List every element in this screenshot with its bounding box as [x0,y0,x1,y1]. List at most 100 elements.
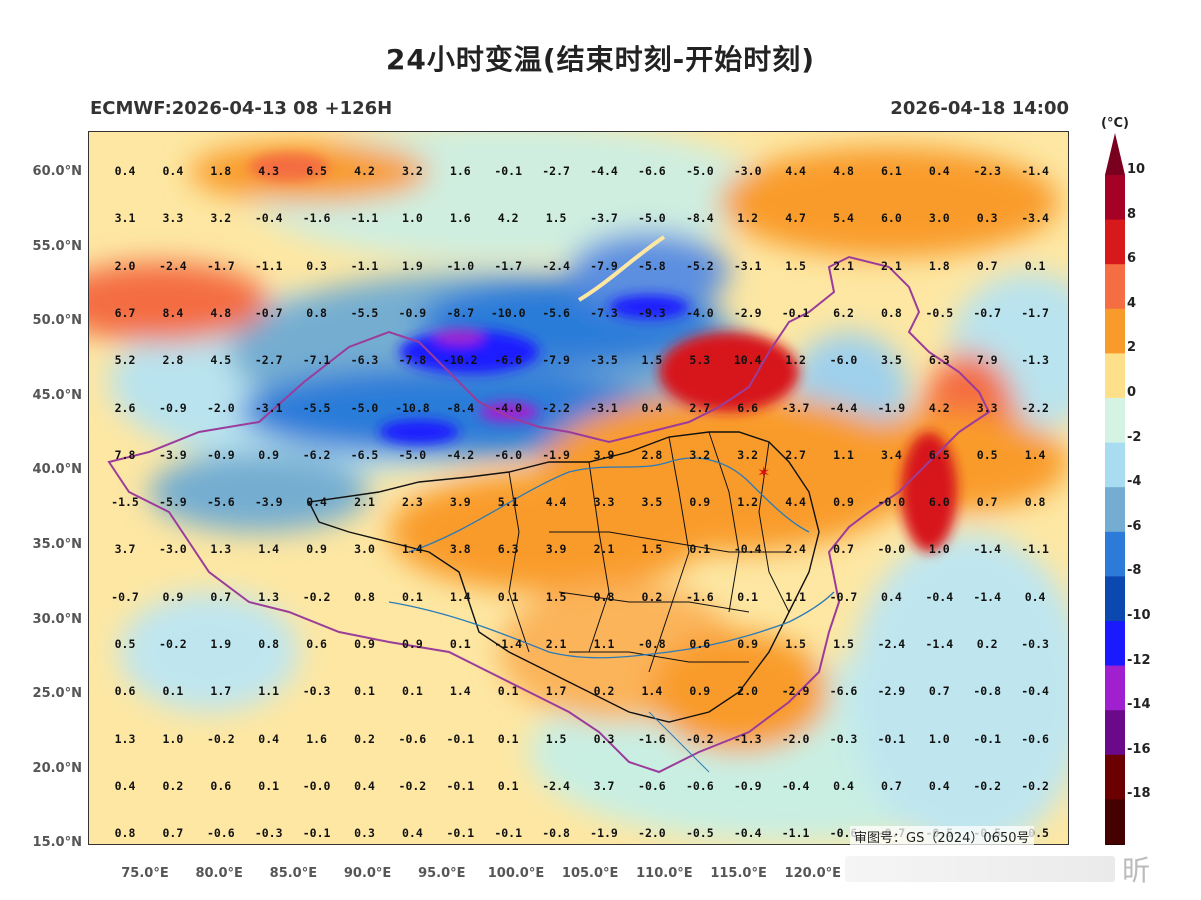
colorbar-top-arrow [1105,133,1125,175]
temp-value: 1.1 [258,684,280,699]
temp-value: 3.5 [641,495,663,510]
temp-value: 2.1 [354,495,375,510]
temp-value: 0.2 [593,684,615,699]
temp-value: -3.4 [1021,211,1049,226]
temp-value: 2.7 [785,447,806,462]
temp-value: -0.7 [973,305,1002,320]
temp-value: 0.6 [114,684,136,699]
temp-value: 1.4 [449,684,471,699]
temp-value: 0.7 [833,542,854,557]
temp-value: 0.9 [402,637,423,651]
colorbar-segment [1105,398,1125,444]
temp-value: 3.7 [593,778,615,793]
temp-value: -1.5 [111,495,139,510]
temp-value: 1.4 [402,542,423,557]
temp-value: -0.3 [254,826,283,841]
temp-value: -3.7 [590,211,618,226]
latitude-label: 50.0°N [32,313,82,329]
temp-value: 1.1 [833,447,854,462]
temp-value: -0.3 [829,731,858,746]
temp-value: 6.5 [306,164,327,178]
temp-value: 1.2 [737,211,759,226]
longitude-label: 75.0°E [121,866,169,881]
temp-value: 3.9 [545,542,567,557]
temp-value: 1.2 [785,353,806,368]
temp-value: -0.7 [254,305,283,320]
temp-value: -6.6 [638,164,666,178]
colorbar-label: 4 [1127,295,1137,311]
temp-value: -4.2 [446,447,475,462]
temp-value: 0.3 [354,826,375,841]
temp-value: 3.1 [114,211,136,226]
temp-value: -7.9 [542,353,570,368]
temp-value: -1.7 [206,258,235,273]
temp-value: -0.1 [446,731,475,746]
temp-value: 3.2 [689,447,711,462]
latitude-label: 20.0°N [32,760,82,776]
temp-value: -0.4 [1021,684,1049,699]
temp-value: 0.1 [497,684,519,699]
temp-value: -5.0 [398,447,427,462]
temp-value: 0.4 [1024,589,1046,604]
temp-value: -0.7 [111,589,139,604]
temp-value: 4.2 [354,164,375,178]
colorbar-label: -14 [1127,697,1151,713]
temp-value: -3.1 [254,400,283,415]
temp-value: 2.0 [737,684,759,699]
temp-value: -0.1 [781,305,810,320]
temp-value: 5.4 [833,211,854,226]
temp-value: 0.7 [928,684,950,699]
temp-value: 3.7 [114,542,136,557]
temp-value: 0.1 [737,589,759,604]
temp-value: 0.4 [162,164,184,178]
temp-value: 4.8 [210,305,232,320]
temp-value: 5.1 [497,495,519,510]
temp-value: -6.3 [350,353,379,368]
temp-value: -0.8 [973,684,1002,699]
temp-value: 1.3 [258,589,280,604]
temp-value: 1.7 [545,684,567,699]
temp-value: 3.4 [881,447,902,462]
temp-value: -0.9 [206,447,235,462]
latitude-label: 45.0°N [32,387,82,403]
longitude-label: 115.0°E [710,866,767,881]
temp-value: 0.1 [689,542,711,557]
temp-value: -1.1 [350,258,379,273]
temp-value: -4.4 [829,400,858,415]
colorbar-unit: (°C) [1101,116,1129,131]
colorbar-label: 2 [1127,340,1137,356]
temp-value: 1.5 [785,258,806,273]
temp-value: -1.4 [973,542,1002,557]
temp-value: -6.6 [494,353,523,368]
temp-value: 0.6 [689,637,711,651]
temp-value: 0.9 [354,637,375,651]
temp-value: -0.4 [925,589,954,604]
colorbar-segment [1105,353,1125,399]
temp-value: 1.4 [449,589,471,604]
temp-value: -0.2 [973,778,1002,793]
temp-value: -0.1 [446,778,475,793]
temp-value: -2.9 [781,684,810,699]
temp-value: -0.9 [733,778,762,793]
temp-value: -1.1 [254,258,283,273]
temp-value: 1.5 [833,637,854,651]
temp-value: -7.9 [590,258,618,273]
temp-value: 3.3 [593,495,615,510]
longitude-label: 85.0°E [269,866,318,881]
temp-value: -5.6 [542,305,570,320]
temp-value: 0.4 [881,589,902,604]
colorbar-label: -8 [1127,563,1142,579]
temp-value: -1.6 [638,731,666,746]
colorbar-label: -4 [1127,474,1142,490]
temp-value: -0.6 [685,778,714,793]
temp-value: -0.4 [254,211,283,226]
temp-value: 1.4 [641,684,663,699]
map-title: 24小时变温(结束时刻-开始时刻) [385,43,816,76]
temp-value: 0.8 [114,826,136,841]
temp-value: 0.1 [497,778,519,793]
temp-value: 1.4 [1024,447,1046,462]
svg-text:✶: ✶ [757,463,770,482]
temp-value: 6.6 [737,400,759,415]
temp-value: 3.3 [162,211,184,226]
temp-value: 0.1 [497,731,519,746]
